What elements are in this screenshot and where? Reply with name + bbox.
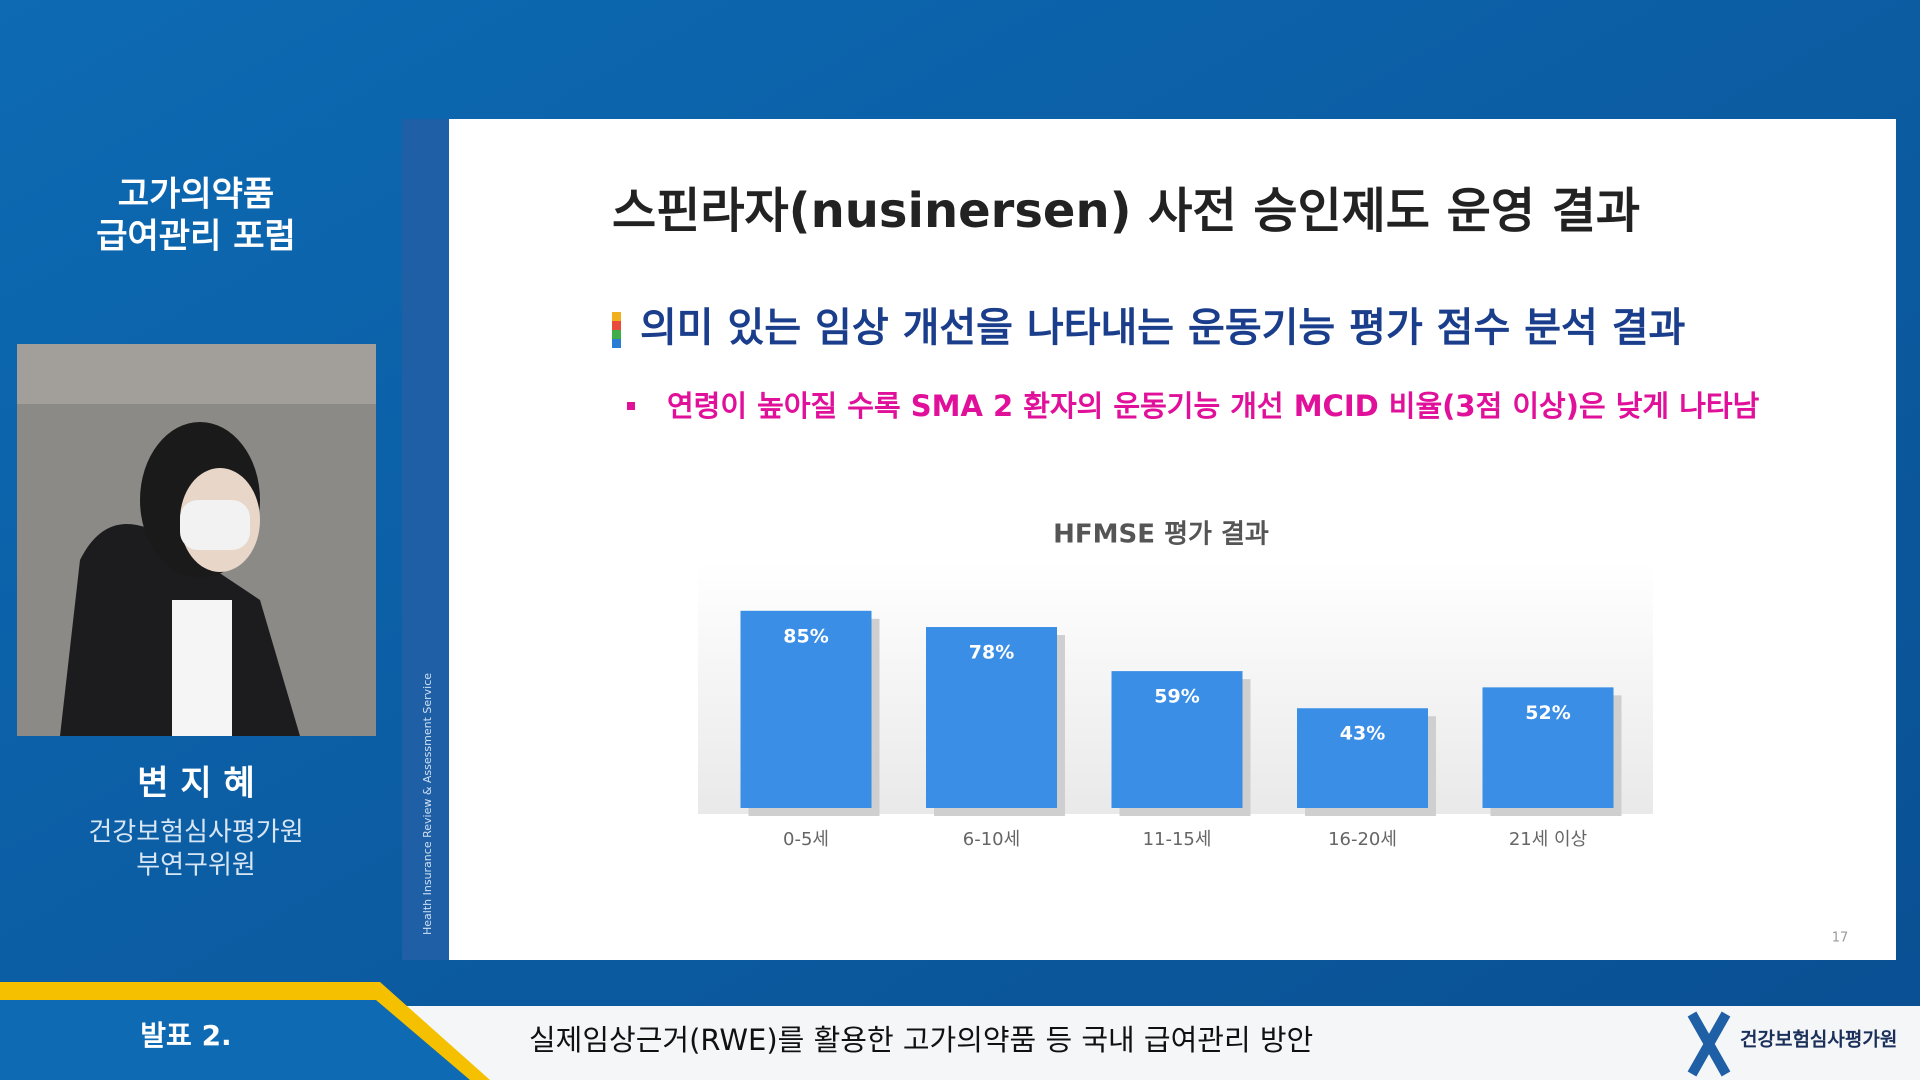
bar [740,610,872,808]
category-label: 6-10세 [963,829,1020,850]
bar-value-label: 78% [969,642,1014,664]
slide-bullet: 연령이 높아질 수록 SMA 2 환자의 운동기능 개선 MCID 비율(3점 … [667,389,1760,423]
speaker-name: 변 지 혜 [137,764,255,804]
category-label: 0-5세 [783,829,829,850]
bar-value-label: 52% [1525,702,1570,724]
bar [1482,687,1614,808]
category-label: 11-15세 [1143,829,1212,850]
slide-side-text: Health Insurance Review & Assessment Ser… [421,673,434,935]
bar [1297,708,1428,808]
speaker-video [17,344,376,736]
footer-session: 발표 2. [140,1019,231,1052]
bullet-marker [627,402,635,410]
forum-title: 고가의약품 [118,175,274,215]
forum-title: 급여관리 포럼 [96,217,296,257]
footer-talk-title: 실제임상근거(RWE)를 활용한 고가의약품 등 국내 급여관리 방안 [529,1023,1313,1057]
slide-heading: 의미 있는 임상 개선을 나타내는 운동기능 평가 점수 분석 결과 [640,305,1686,351]
slide-title: 스핀라자(nusinersen) 사전 승인제도 운영 결과 [612,183,1640,239]
speaker-position: 부연구위원 [136,851,256,881]
slide-stripe [402,119,449,960]
bar-value-label: 43% [1340,723,1385,745]
slide [402,119,1896,960]
footer-session-bg [0,1000,470,1080]
bar-value-label: 85% [783,625,828,647]
bar [926,627,1057,808]
bar [1111,671,1243,808]
page-number: 17 [1832,931,1849,946]
footer-logo-mark [1687,1011,1731,1077]
category-label: 21세 이상 [1509,829,1587,850]
bar-value-label: 59% [1154,686,1199,708]
category-label: 16-20세 [1328,829,1397,850]
chart-title: HFMSE 평가 결과 [1053,520,1269,550]
footer-logo: 건강보험심사평가원 [1740,1029,1897,1051]
speaker-org: 건강보험심사평가원 [88,818,303,848]
heading-marker [612,312,621,348]
